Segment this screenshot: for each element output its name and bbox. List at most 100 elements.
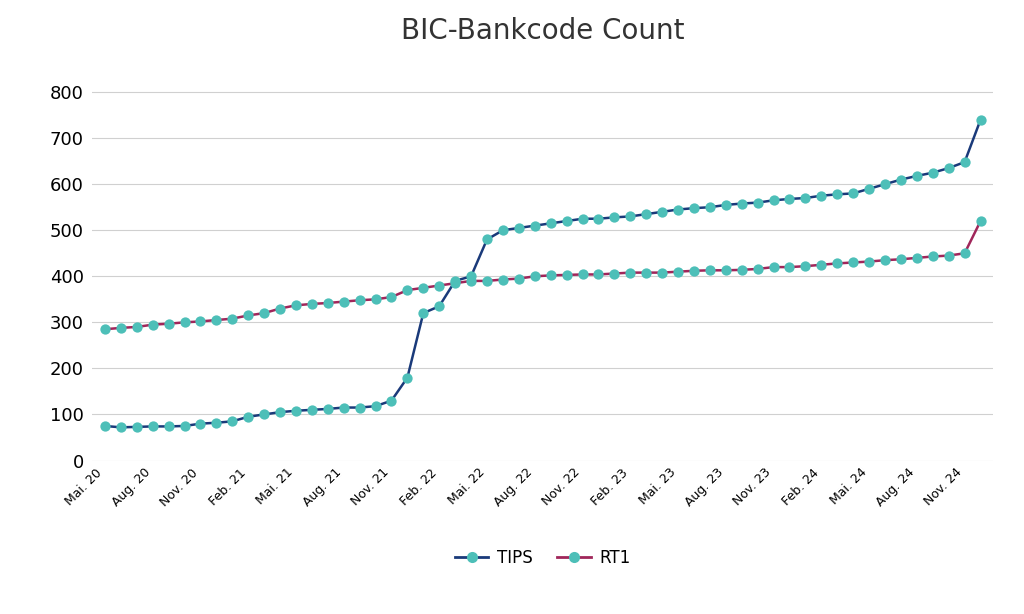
Point xyxy=(750,198,766,208)
Point xyxy=(526,220,543,230)
Point xyxy=(383,292,399,302)
TIPS xyxy=(656,208,669,216)
Point xyxy=(495,225,511,235)
Point xyxy=(304,405,321,415)
Point xyxy=(590,214,606,223)
Point xyxy=(623,268,639,278)
RT1 xyxy=(592,271,604,278)
Point xyxy=(798,193,814,203)
Point xyxy=(399,285,416,295)
Point xyxy=(956,157,973,167)
Point xyxy=(765,262,781,272)
Legend: TIPS, RT1: TIPS, RT1 xyxy=(449,542,637,573)
Point xyxy=(129,422,145,432)
Point xyxy=(781,262,798,272)
Point xyxy=(973,115,989,125)
Point xyxy=(845,258,861,268)
TIPS xyxy=(783,195,796,203)
Point xyxy=(144,421,161,431)
Point xyxy=(973,216,989,226)
Point xyxy=(208,418,224,427)
Point xyxy=(113,422,129,432)
Line: TIPS: TIPS xyxy=(104,120,981,427)
Point xyxy=(319,404,336,414)
Point xyxy=(368,402,384,411)
TIPS xyxy=(608,214,621,221)
RT1 xyxy=(417,284,429,292)
Point xyxy=(495,274,511,284)
Point xyxy=(861,184,878,194)
RT1 xyxy=(767,263,779,271)
Point xyxy=(940,163,956,173)
Point xyxy=(176,421,193,431)
Point xyxy=(526,271,543,281)
Point xyxy=(908,253,925,263)
Point xyxy=(113,323,129,333)
Point xyxy=(446,278,463,288)
Point xyxy=(463,276,479,286)
Point xyxy=(193,316,209,326)
Point xyxy=(829,258,846,268)
Point xyxy=(765,195,781,205)
Point xyxy=(96,324,113,334)
Point xyxy=(336,297,352,306)
Point xyxy=(415,283,431,293)
Point xyxy=(336,403,352,413)
Point xyxy=(351,403,368,413)
TIPS xyxy=(131,423,143,430)
Point xyxy=(574,214,591,223)
Point xyxy=(271,407,288,417)
RT1 xyxy=(640,269,652,276)
Point xyxy=(606,269,623,279)
Point xyxy=(893,254,909,264)
Point xyxy=(96,421,113,431)
Point xyxy=(463,271,479,281)
Point xyxy=(606,212,623,222)
Point xyxy=(670,204,686,214)
Point xyxy=(240,311,256,321)
Point xyxy=(670,266,686,276)
Point xyxy=(701,203,718,212)
TIPS xyxy=(98,422,111,430)
Point xyxy=(686,266,702,276)
Point xyxy=(479,276,496,286)
Point xyxy=(415,308,431,318)
Point xyxy=(590,270,606,279)
Point xyxy=(479,235,496,244)
Point xyxy=(813,260,829,270)
Point xyxy=(718,265,734,275)
Point xyxy=(271,304,288,313)
Point xyxy=(623,211,639,222)
Point xyxy=(224,416,241,426)
Point xyxy=(319,298,336,308)
Point xyxy=(861,257,878,266)
Point xyxy=(208,315,224,325)
Point xyxy=(877,179,893,189)
Point xyxy=(446,276,463,286)
Point xyxy=(193,419,209,429)
Point xyxy=(845,188,861,198)
Point xyxy=(798,262,814,271)
Point xyxy=(543,270,559,280)
Point xyxy=(129,322,145,332)
Point xyxy=(399,373,416,383)
Point xyxy=(224,314,241,324)
Point xyxy=(574,270,591,279)
Point xyxy=(733,199,750,209)
Point xyxy=(176,317,193,327)
Point xyxy=(288,406,304,416)
TIPS xyxy=(433,303,445,310)
RT1 xyxy=(975,217,987,225)
Point xyxy=(829,189,846,199)
Point xyxy=(161,319,177,328)
Line: RT1: RT1 xyxy=(104,221,981,329)
Point xyxy=(368,295,384,305)
Point xyxy=(558,216,574,226)
Point xyxy=(908,171,925,181)
Point xyxy=(558,270,574,280)
Point xyxy=(877,255,893,265)
Point xyxy=(654,268,671,278)
Point xyxy=(940,251,956,260)
Point xyxy=(351,295,368,305)
Point xyxy=(511,274,527,284)
